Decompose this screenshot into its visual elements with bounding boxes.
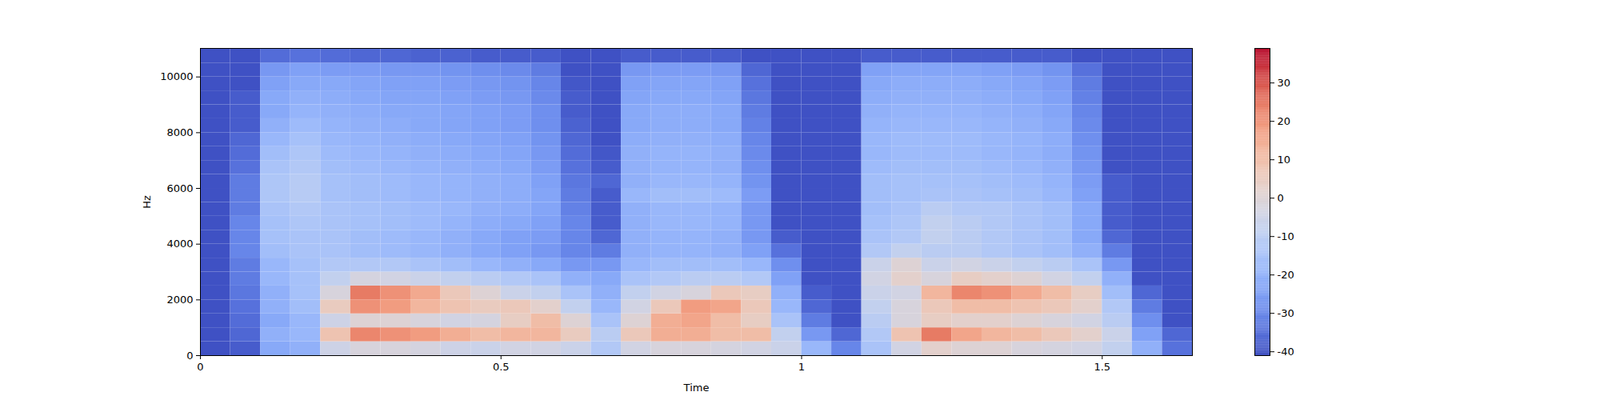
svg-text:20: 20 (1277, 115, 1292, 128)
svg-text:-20: -20 (1277, 268, 1295, 281)
svg-text:2000: 2000 (166, 293, 193, 306)
svg-text:10: 10 (1277, 153, 1292, 166)
svg-text:1: 1 (798, 360, 805, 373)
svg-text:1.5: 1.5 (1093, 360, 1111, 373)
svg-text:0: 0 (196, 360, 204, 373)
svg-text:0: 0 (1277, 192, 1284, 204)
svg-text:Hz: Hz (140, 195, 153, 209)
svg-text:0.5: 0.5 (492, 360, 510, 373)
svg-text:-40: -40 (1277, 345, 1295, 358)
svg-text:30: 30 (1277, 76, 1292, 89)
svg-text:4000: 4000 (166, 237, 193, 250)
svg-text:-10: -10 (1277, 230, 1295, 243)
svg-text:Time: Time (683, 381, 710, 394)
svg-text:0: 0 (186, 349, 193, 362)
svg-text:10000: 10000 (160, 70, 193, 83)
svg-text:8000: 8000 (166, 126, 193, 139)
svg-text:6000: 6000 (166, 182, 193, 195)
svg-text:-30: -30 (1277, 307, 1295, 320)
